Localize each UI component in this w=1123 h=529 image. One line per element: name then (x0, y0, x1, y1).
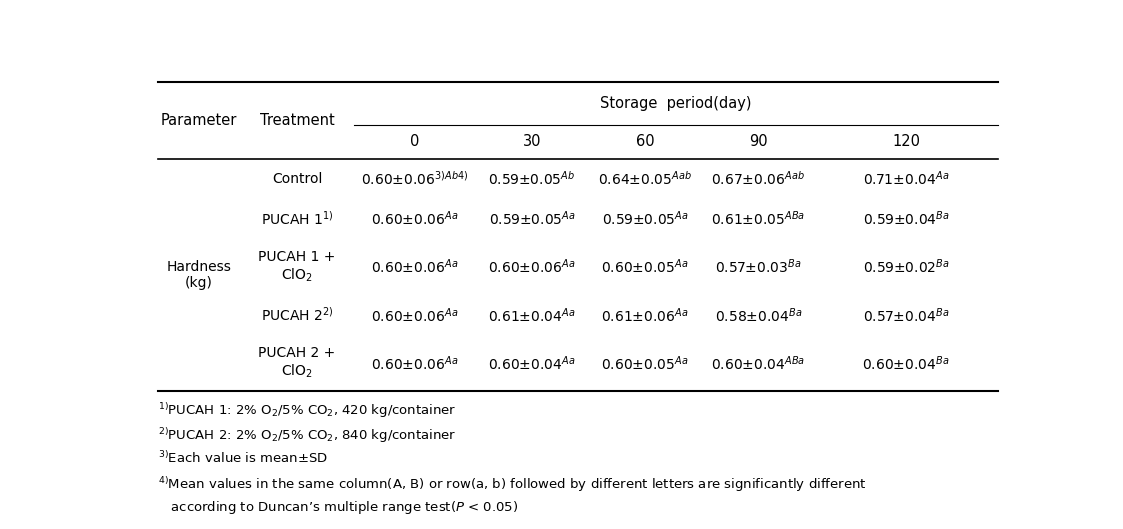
Text: 0.59±0.02$^{Ba}$: 0.59±0.02$^{Ba}$ (862, 258, 950, 277)
Text: $^{3)}$Each value is mean±SD: $^{3)}$Each value is mean±SD (157, 450, 328, 467)
Text: 90: 90 (749, 134, 768, 149)
Text: 0.59±0.05$^{Aa}$: 0.59±0.05$^{Aa}$ (602, 210, 688, 229)
Text: 0.60±0.06$^{Aa}$: 0.60±0.06$^{Aa}$ (371, 306, 458, 324)
Text: $^{4)}$Mean values in the same column(A, B) or row(a, b) followed by different l: $^{4)}$Mean values in the same column(A,… (157, 475, 866, 494)
Text: 0.60±0.05$^{Aa}$: 0.60±0.05$^{Aa}$ (602, 258, 688, 277)
Text: 0.60±0.06$^{Aa}$: 0.60±0.06$^{Aa}$ (371, 210, 458, 229)
Text: 0.61±0.05$^{ABa}$: 0.61±0.05$^{ABa}$ (711, 210, 805, 229)
Text: PUCAH 2 +
ClO$_2$: PUCAH 2 + ClO$_2$ (258, 346, 336, 380)
Text: 0.61±0.06$^{Aa}$: 0.61±0.06$^{Aa}$ (602, 306, 688, 324)
Text: 0.59±0.05$^{Aa}$: 0.59±0.05$^{Aa}$ (489, 210, 575, 229)
Text: 0.60±0.06$^{Aa}$: 0.60±0.06$^{Aa}$ (371, 354, 458, 372)
Text: 0.60±0.04$^{ABa}$: 0.60±0.04$^{ABa}$ (711, 354, 805, 372)
Text: $^{2)}$PUCAH 2: 2% O$_2$/5% CO$_2$, 840 kg/container: $^{2)}$PUCAH 2: 2% O$_2$/5% CO$_2$, 840 … (157, 426, 456, 445)
Text: Parameter: Parameter (161, 113, 237, 128)
Text: 0.67±0.06$^{Aab}$: 0.67±0.06$^{Aab}$ (711, 170, 805, 188)
Text: 60: 60 (636, 134, 655, 149)
Text: 0.60±0.04$^{Aa}$: 0.60±0.04$^{Aa}$ (489, 354, 576, 372)
Text: PUCAH 1$^{1)}$: PUCAH 1$^{1)}$ (261, 210, 334, 228)
Text: 0.64±0.05$^{Aab}$: 0.64±0.05$^{Aab}$ (599, 170, 692, 188)
Text: 0.60±0.05$^{Aa}$: 0.60±0.05$^{Aa}$ (602, 354, 688, 372)
Text: Storage  period(day): Storage period(day) (600, 96, 751, 111)
Text: 0.61±0.04$^{Aa}$: 0.61±0.04$^{Aa}$ (489, 306, 576, 324)
Text: 30: 30 (523, 134, 541, 149)
Text: $^{1)}$PUCAH 1: 2% O$_2$/5% CO$_2$, 420 kg/container: $^{1)}$PUCAH 1: 2% O$_2$/5% CO$_2$, 420 … (157, 402, 456, 421)
Text: 0.59±0.04$^{Ba}$: 0.59±0.04$^{Ba}$ (862, 210, 950, 229)
Text: 0.57±0.03$^{Ba}$: 0.57±0.03$^{Ba}$ (715, 258, 802, 277)
Text: 0.57±0.04$^{Ba}$: 0.57±0.04$^{Ba}$ (862, 306, 950, 324)
Text: 0: 0 (410, 134, 419, 149)
Text: Hardness
(kg): Hardness (kg) (166, 260, 231, 290)
Text: 0.71±0.04$^{Aa}$: 0.71±0.04$^{Aa}$ (864, 170, 949, 188)
Text: 0.60±0.04$^{Ba}$: 0.60±0.04$^{Ba}$ (862, 354, 950, 372)
Text: Treatment: Treatment (259, 113, 335, 128)
Text: 120: 120 (893, 134, 920, 149)
Text: 0.59±0.05$^{Ab}$: 0.59±0.05$^{Ab}$ (489, 170, 576, 188)
Text: 0.60±0.06$^{Aa}$: 0.60±0.06$^{Aa}$ (371, 258, 458, 277)
Text: 0.60±0.06$^{Aa}$: 0.60±0.06$^{Aa}$ (489, 258, 576, 277)
Text: PUCAH 2$^{2)}$: PUCAH 2$^{2)}$ (261, 306, 334, 324)
Text: according to Duncan’s multiple range test($P$ < 0.05): according to Duncan’s multiple range tes… (157, 499, 518, 516)
Text: 0.58±0.04$^{Ba}$: 0.58±0.04$^{Ba}$ (714, 306, 802, 324)
Text: Control: Control (272, 172, 322, 186)
Text: PUCAH 1 +
ClO$_2$: PUCAH 1 + ClO$_2$ (258, 250, 336, 284)
Text: 0.60±0.06$^{3)Ab4)}$: 0.60±0.06$^{3)Ab4)}$ (360, 170, 468, 188)
